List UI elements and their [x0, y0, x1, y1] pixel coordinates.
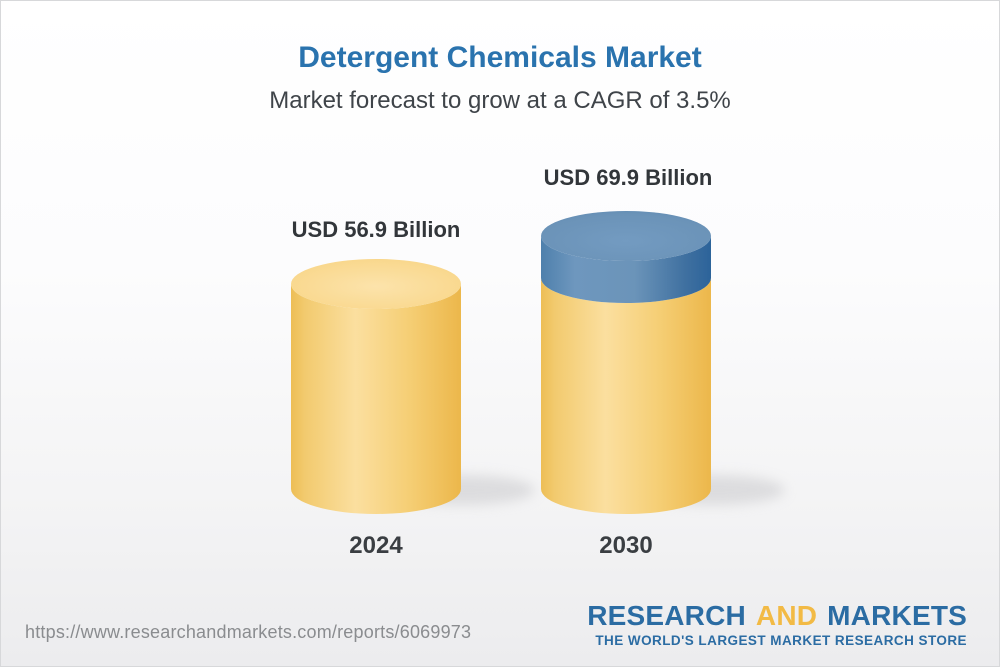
logo-wordmark: RESEARCH AND MARKETS — [587, 601, 967, 630]
bar-2024-cylinder — [291, 259, 461, 514]
bar-2030-growth-segment — [541, 236, 711, 303]
bar-2030-cylinder — [541, 211, 711, 514]
logo-word-research: RESEARCH — [587, 600, 746, 631]
category-label-2030: 2030 — [599, 532, 653, 559]
bar-2024-top — [291, 259, 461, 309]
category-label-2024: 2024 — [349, 532, 403, 559]
bar-2030-top — [541, 211, 711, 261]
research-and-markets-logo: RESEARCH AND MARKETS THE WORLD'S LARGEST… — [587, 601, 967, 649]
report-url: https://www.researchandmarkets.com/repor… — [25, 622, 472, 642]
page-title: Detergent Chemicals Market — [298, 41, 702, 74]
logo-word-and: AND — [755, 600, 818, 631]
bar-2030-base-segment — [541, 278, 711, 514]
logo-word-markets: MARKETS — [827, 600, 967, 631]
value-label-2030: USD 69.9 Billion — [543, 165, 713, 190]
logo-tagline: THE WORLD'S LARGEST MARKET RESEARCH STOR… — [595, 633, 967, 649]
bar-2024-body — [291, 284, 461, 514]
page-subtitle: Market forecast to grow at a CAGR of 3.5… — [269, 87, 731, 114]
value-label-2024: USD 56.9 Billion — [291, 217, 461, 242]
